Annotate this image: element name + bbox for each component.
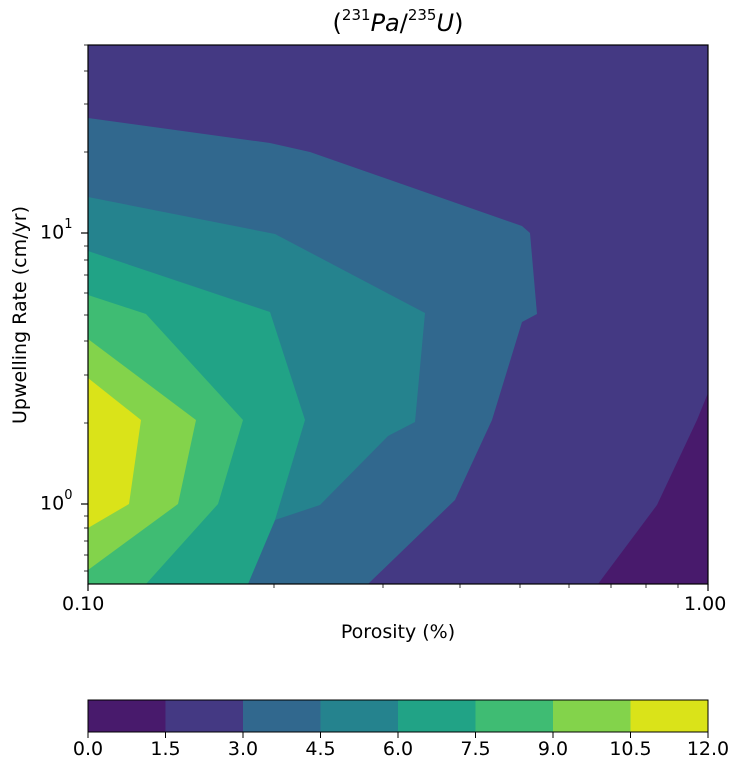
- level-9.0-10.5: [88, 339, 196, 570]
- colorbar-tick-label: 12.0: [686, 738, 730, 760]
- contour-fills: [88, 45, 708, 584]
- chart-title: (231Pa/235U): [332, 6, 464, 37]
- colorbar-tick-label: 1.5: [150, 738, 181, 760]
- level-0.0-1.5: [598, 393, 708, 584]
- colorbar-tick-label: 9.0: [537, 738, 569, 760]
- level-10.5-12.0: [88, 378, 141, 528]
- colorbar: [87, 699, 709, 738]
- colorbar-tick-label: 7.5: [460, 738, 491, 760]
- colorbar-tick-label: 3.0: [227, 738, 259, 760]
- x-tick-label: 0.10: [62, 593, 105, 615]
- x-tick-label: 1.00: [684, 593, 727, 615]
- y-tick-label: 100: [40, 488, 73, 515]
- y-tick-label: 101: [40, 217, 73, 244]
- plot-frame: [87, 44, 709, 585]
- colorbar-tick-label: 4.5: [305, 738, 336, 760]
- y-axis-label: Upwelling Rate (cm/yr): [9, 205, 31, 425]
- x-ticks: [87, 584, 709, 591]
- colorbar-tick-label: 0.0: [72, 738, 104, 760]
- x-axis-label: Porosity (%): [340, 621, 456, 643]
- colorbar-tick-label: 6.0: [382, 738, 414, 760]
- y-ticks: [81, 44, 88, 572]
- colorbar-tick-label: 10.5: [609, 738, 652, 760]
